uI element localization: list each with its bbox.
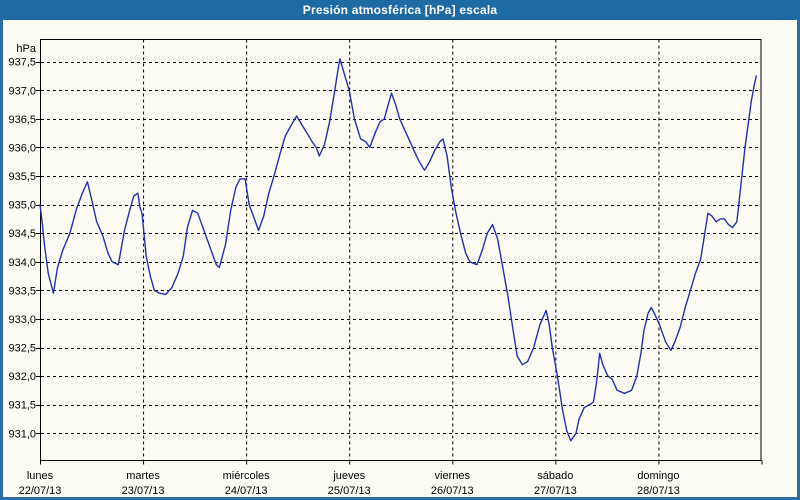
y-axis-unit-label: hPa bbox=[16, 43, 36, 55]
x-day-label: sábado bbox=[537, 470, 573, 482]
x-date-label: 28/07/13 bbox=[637, 485, 680, 497]
x-date-label: 24/07/13 bbox=[225, 485, 268, 497]
x-day-label: viernes bbox=[435, 470, 471, 482]
y-tick-label: 937,5 bbox=[8, 57, 36, 69]
x-day-label: domingo bbox=[637, 470, 679, 482]
y-tick-label: 932,5 bbox=[8, 343, 36, 355]
window-border-right bbox=[797, 20, 800, 500]
y-tick-label: 934,5 bbox=[8, 228, 36, 240]
y-tick-label: 936,5 bbox=[8, 114, 36, 126]
y-tick-label: 933,0 bbox=[8, 314, 36, 326]
title-bar: Presión atmosférica [hPa] escala bbox=[0, 0, 800, 20]
y-tick-label: 931,5 bbox=[8, 400, 36, 412]
chart-title: Presión atmosférica [hPa] escala bbox=[302, 3, 498, 17]
pressure-series-line bbox=[39, 58, 757, 442]
window-border-bottom bbox=[0, 497, 800, 500]
x-day-label: lunes bbox=[27, 470, 54, 482]
x-date-label: 23/07/13 bbox=[122, 485, 165, 497]
x-date-label: 26/07/13 bbox=[431, 485, 474, 497]
x-date-label: 27/07/13 bbox=[534, 485, 577, 497]
plot-border bbox=[40, 39, 762, 461]
y-tick-label: 931,0 bbox=[8, 428, 36, 440]
y-tick-label: 932,0 bbox=[8, 371, 36, 383]
y-tick-label: 937,0 bbox=[8, 85, 36, 97]
x-date-label: 25/07/13 bbox=[328, 485, 371, 497]
y-tick-label: 933,5 bbox=[8, 285, 36, 297]
y-tick-label: 935,0 bbox=[8, 200, 36, 212]
y-tick-label: 936,0 bbox=[8, 142, 36, 154]
x-day-label: jueves bbox=[332, 470, 365, 482]
x-date-label: 22/07/13 bbox=[19, 485, 62, 497]
window-border-left bbox=[0, 20, 3, 500]
y-tick-label: 935,5 bbox=[8, 171, 36, 183]
x-day-label: martes bbox=[126, 470, 160, 482]
x-day-label: miércoles bbox=[223, 470, 271, 482]
y-tick-label: 934,0 bbox=[8, 257, 36, 269]
